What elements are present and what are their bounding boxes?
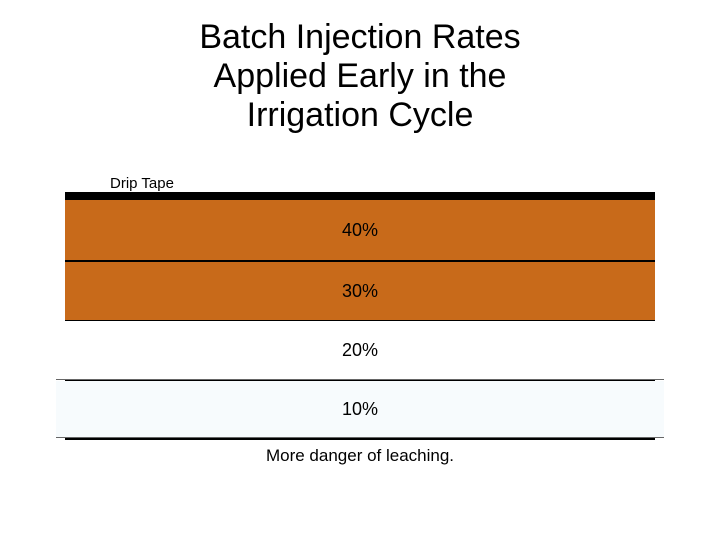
percent-30: 30%: [342, 281, 378, 302]
drip-tape-label: Drip Tape: [110, 175, 174, 192]
caption: More danger of leaching.: [0, 446, 720, 466]
title-line-2: Applied Early in the: [0, 57, 720, 96]
percent-10: 10%: [342, 399, 378, 420]
title-line-1: Batch Injection Rates: [0, 18, 720, 57]
percent-20: 20%: [342, 340, 378, 361]
overlay-layer-10: 10%: [56, 381, 664, 438]
layer-divider-4: [65, 438, 655, 440]
title-line-3: Irrigation Cycle: [0, 96, 720, 135]
overlay-layer-20: 20%: [56, 321, 664, 380]
soil-layer-30: 30%: [65, 262, 655, 320]
drip-tape-line: [65, 192, 655, 200]
soil-layer-40: 40%: [65, 200, 655, 260]
percent-40: 40%: [342, 220, 378, 241]
slide-title: Batch Injection Rates Applied Early in t…: [0, 18, 720, 135]
slide: Batch Injection Rates Applied Early in t…: [0, 0, 720, 540]
